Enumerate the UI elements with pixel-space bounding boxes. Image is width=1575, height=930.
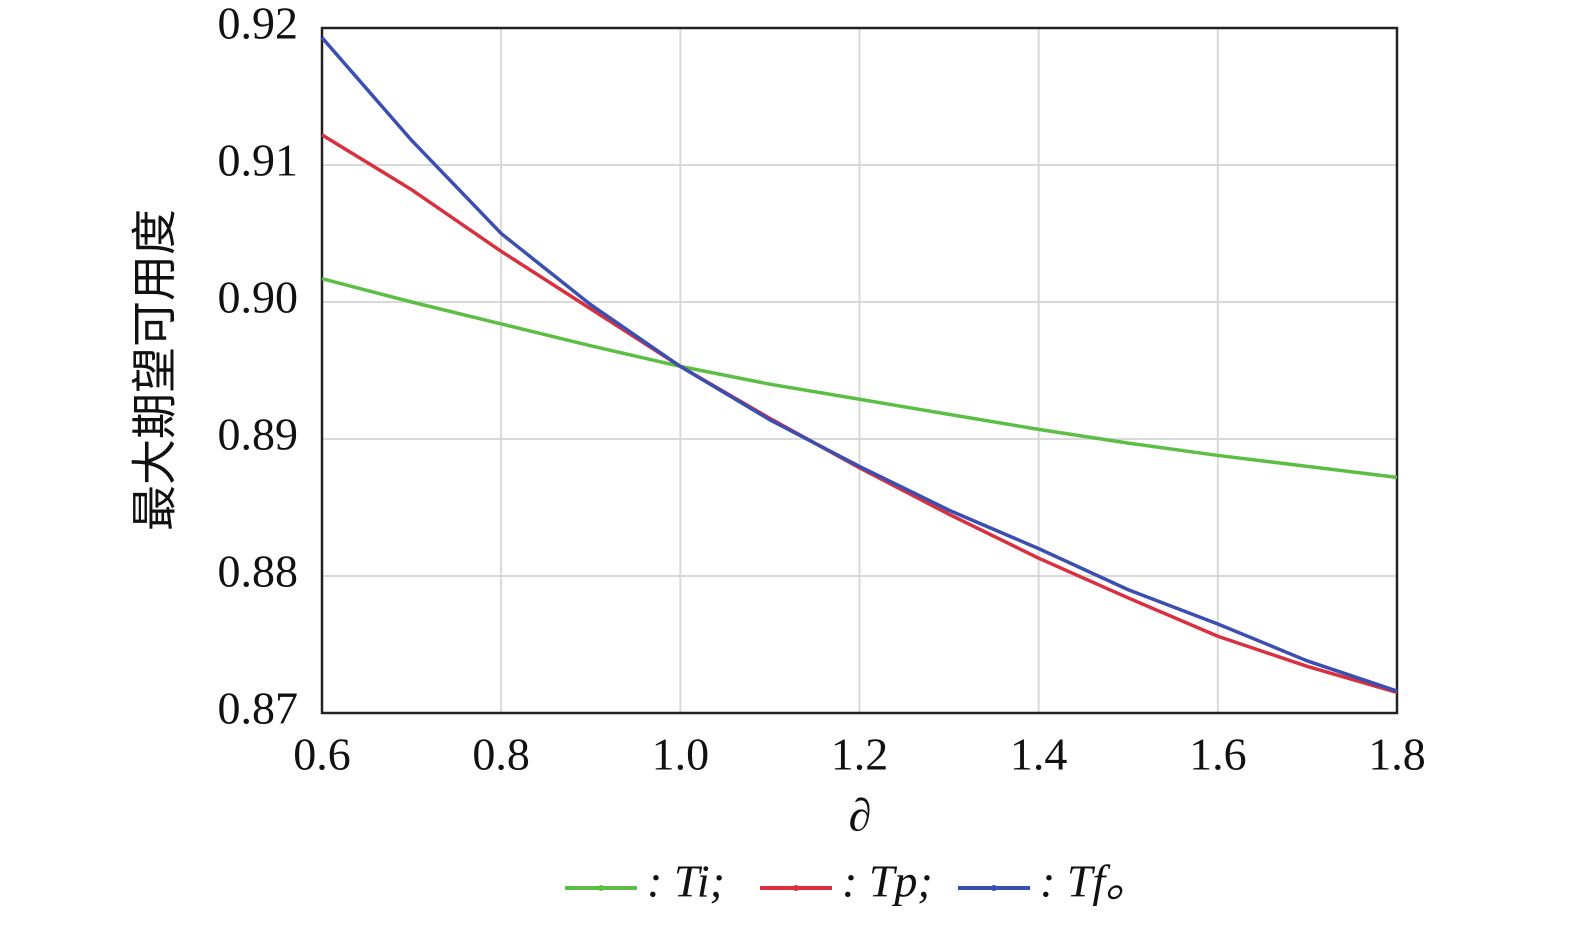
y-tick-label: 0.87 [218, 683, 299, 734]
x-tick-label: 1.6 [1189, 729, 1247, 780]
y-tick-label: 0.91 [218, 135, 299, 186]
y-tick-label: 0.88 [218, 546, 299, 597]
legend-marker [793, 885, 799, 891]
x-axis-label: ∂ [849, 790, 872, 841]
y-tick-label: 0.89 [218, 409, 299, 460]
y-tick-label: 0.90 [218, 272, 299, 323]
line-series [320, 36, 1398, 693]
legend-label: : Tp; [842, 856, 933, 907]
plot-frame [320, 26, 1399, 715]
legend-label: : Tf。 [1040, 856, 1151, 907]
x-tick-label: 0.8 [472, 729, 530, 780]
legend-marker [598, 885, 604, 891]
legend-marker [991, 885, 997, 891]
x-tick-label: 1.0 [652, 729, 710, 780]
y-tick-label: 0.92 [218, 0, 299, 49]
y-axis-label: 最大期望可用度 [130, 209, 181, 531]
x-tick-label: 1.8 [1368, 729, 1426, 780]
x-tick-label: 1.4 [1010, 729, 1068, 780]
x-tick-label: 0.6 [293, 729, 351, 780]
line-series [321, 277, 1398, 480]
x-tick-label: 1.2 [831, 729, 889, 780]
legend-label: : Ti; [647, 856, 725, 907]
